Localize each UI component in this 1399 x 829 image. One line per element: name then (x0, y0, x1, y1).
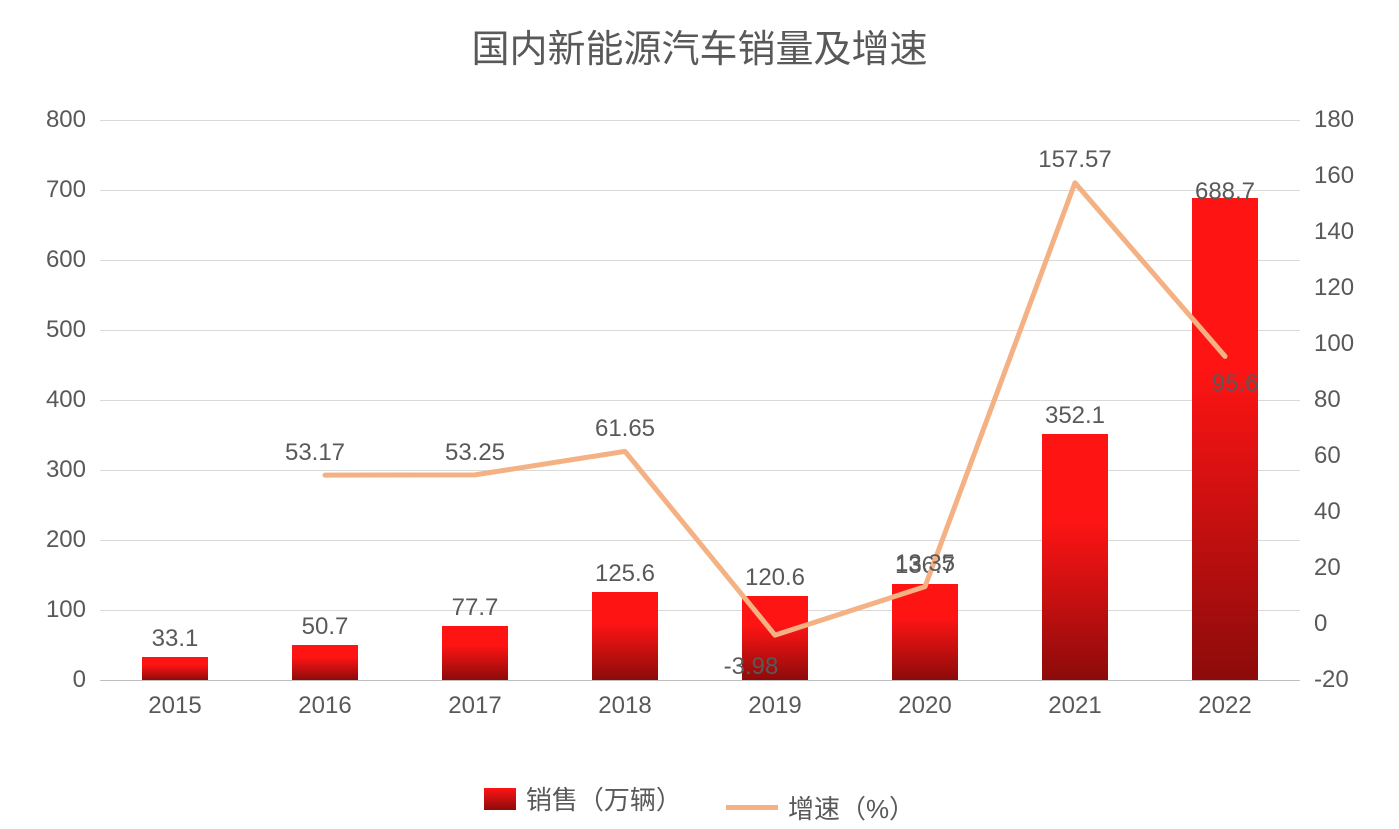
bar-label: 50.7 (302, 613, 349, 641)
bar (592, 592, 658, 680)
y-right-tick: 60 (1314, 442, 1341, 470)
bar (442, 626, 508, 680)
axis-baseline (100, 680, 1300, 681)
x-tick: 2022 (1198, 692, 1251, 720)
y-left-tick: 800 (6, 106, 86, 134)
y-right-tick: 120 (1314, 274, 1354, 302)
line-label: 53.17 (285, 439, 345, 467)
legend-label-sales: 销售（万辆） (526, 780, 682, 817)
x-tick: 2020 (898, 692, 951, 720)
bar-label: 77.7 (452, 594, 499, 622)
y-right-tick: 100 (1314, 330, 1354, 358)
chart-container: 国内新能源汽车销量及增速 0100200300400500600700800-2… (0, 0, 1399, 829)
x-tick: 2015 (148, 692, 201, 720)
x-tick: 2018 (598, 692, 651, 720)
y-right-tick: 140 (1314, 218, 1354, 246)
line-label: 157.57 (1038, 146, 1111, 174)
gridline (100, 120, 1300, 121)
bar (1042, 434, 1108, 680)
gridline (100, 330, 1300, 331)
y-right-tick: 40 (1314, 498, 1341, 526)
y-left-tick: 0 (6, 666, 86, 694)
chart-title: 国内新能源汽车销量及增速 (0, 18, 1399, 73)
x-tick: 2016 (298, 692, 351, 720)
legend: 销售（万辆） 增速（%） (0, 780, 1399, 826)
y-right-tick: 0 (1314, 610, 1327, 638)
bar (142, 657, 208, 680)
bar-label: 125.6 (595, 560, 655, 588)
gridline (100, 540, 1300, 541)
legend-label-growth: 增速（%） (788, 789, 915, 826)
gridline (100, 260, 1300, 261)
line-label: 13.35 (895, 550, 955, 578)
bar-label: 352.1 (1045, 402, 1105, 430)
y-left-tick: 600 (6, 246, 86, 274)
y-left-tick: 200 (6, 526, 86, 554)
bar (1192, 198, 1258, 680)
y-right-tick: 80 (1314, 386, 1341, 414)
y-right-tick: 180 (1314, 106, 1354, 134)
x-tick: 2021 (1048, 692, 1101, 720)
y-right-tick: 160 (1314, 162, 1354, 190)
x-tick: 2017 (448, 692, 501, 720)
bar-label: 120.6 (745, 564, 805, 592)
bar (292, 645, 358, 680)
bar-label: 688.7 (1195, 178, 1255, 206)
line-label: -3.98 (724, 653, 779, 681)
x-tick: 2019 (748, 692, 801, 720)
gridline (100, 400, 1300, 401)
bar (892, 584, 958, 680)
y-left-tick: 400 (6, 386, 86, 414)
legend-bar-swatch (484, 788, 516, 810)
line-label: 53.25 (445, 439, 505, 467)
plot-area: 0100200300400500600700800-20020406080100… (100, 120, 1300, 680)
y-left-tick: 300 (6, 456, 86, 484)
line-label: 61.65 (595, 415, 655, 443)
gridline (100, 190, 1300, 191)
bar-label: 33.1 (152, 625, 199, 653)
y-right-tick: -20 (1314, 666, 1349, 694)
legend-item-sales: 销售（万辆） (484, 780, 682, 817)
line-label: 95.6 (1212, 370, 1259, 398)
y-left-tick: 100 (6, 596, 86, 624)
y-left-tick: 500 (6, 316, 86, 344)
gridline (100, 470, 1300, 471)
legend-line-swatch (726, 805, 778, 810)
legend-item-growth: 增速（%） (726, 789, 915, 826)
y-right-tick: 20 (1314, 554, 1341, 582)
y-left-tick: 700 (6, 176, 86, 204)
gridline (100, 610, 1300, 611)
